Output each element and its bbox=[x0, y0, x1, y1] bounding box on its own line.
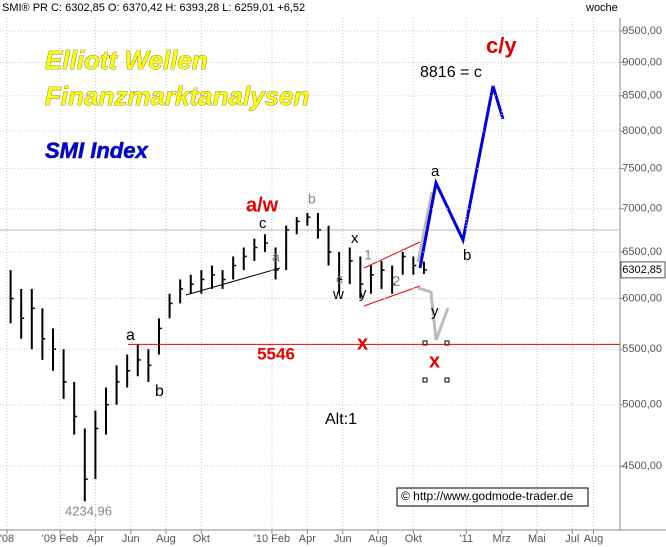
x-tick-label: Jun bbox=[334, 533, 352, 545]
x-tick-label: Jul bbox=[565, 533, 579, 545]
x-tick-label: '10 Feb bbox=[254, 533, 290, 545]
x-tick-label: Mai bbox=[528, 533, 546, 545]
x-tick-label: Mrz bbox=[493, 533, 511, 545]
annotation: a bbox=[272, 249, 280, 265]
header: SMI® PR C: 6302,85 O: 6370,42 H: 6393,28… bbox=[2, 2, 305, 14]
annotation: w bbox=[332, 286, 344, 303]
price-tag-box bbox=[620, 261, 666, 279]
channel-line bbox=[363, 241, 421, 269]
copyright: © http://www.godmode-trader.de bbox=[401, 489, 574, 503]
channel-line bbox=[363, 285, 421, 307]
annotation: b bbox=[463, 247, 471, 264]
annotation: b bbox=[155, 383, 164, 400]
y-tick-label: 7000,00 bbox=[622, 203, 662, 215]
annotation: Finanzmarktanalysen bbox=[45, 81, 309, 111]
x-tick-label: Okt bbox=[193, 533, 210, 545]
y-tick-label: 5500,00 bbox=[622, 343, 662, 355]
price-tag: 6302,85 bbox=[622, 264, 662, 276]
forecast-path bbox=[416, 191, 434, 263]
annotation: a bbox=[431, 163, 440, 180]
annotation: SMI Index bbox=[45, 138, 148, 163]
x-tick-label: Apr bbox=[87, 533, 104, 545]
annotation: c bbox=[259, 215, 267, 232]
period: woche bbox=[585, 2, 618, 14]
annotation: Elliott Wellen bbox=[45, 45, 208, 75]
y-tick-label: 9500,00 bbox=[622, 25, 662, 37]
x-tick-label: Aug bbox=[368, 533, 388, 545]
forecast-path bbox=[418, 85, 505, 269]
annotation: c bbox=[336, 271, 343, 287]
y-tick-label: 7500,00 bbox=[622, 163, 662, 175]
annotation: Alt:1 bbox=[325, 411, 357, 428]
y-tick-label: 4500,00 bbox=[622, 460, 662, 472]
y-tick-label: 5000,00 bbox=[622, 399, 662, 411]
annotation: b bbox=[308, 191, 316, 207]
annotation: 8816 = c bbox=[420, 64, 482, 81]
x-tick-label: '09 Feb bbox=[42, 533, 78, 545]
support-label: 5546 bbox=[257, 344, 295, 363]
forecast-path bbox=[417, 286, 450, 341]
annotation: x bbox=[429, 350, 440, 372]
x-tick-label: Aug bbox=[584, 533, 604, 545]
annotation: 2 bbox=[392, 273, 400, 290]
x-tick-label: Aug bbox=[156, 533, 176, 545]
copyright-box bbox=[396, 487, 589, 507]
x-tick-label: Okt bbox=[405, 533, 422, 545]
annotation: 4234,96 bbox=[65, 503, 112, 518]
annotation: c/y bbox=[486, 33, 517, 58]
annotation: y bbox=[431, 303, 439, 320]
x-tick-label: '11 bbox=[460, 533, 474, 545]
annotation: 1 bbox=[364, 247, 372, 263]
y-tick-label: 8000,00 bbox=[622, 125, 662, 137]
x-tick-label: '08 bbox=[0, 533, 14, 545]
y-tick-label: 8500,00 bbox=[622, 90, 662, 102]
annotation: x bbox=[357, 332, 368, 354]
annotation: a/w bbox=[246, 194, 279, 216]
x-tick-label: Jun bbox=[122, 533, 140, 545]
y-tick-label: 6000,00 bbox=[622, 292, 662, 304]
y-tick-label: 6500,00 bbox=[622, 246, 662, 258]
x-tick-label: Apr bbox=[299, 533, 316, 545]
annotation: x bbox=[351, 230, 359, 247]
annotation: a bbox=[126, 327, 135, 344]
annotation: y bbox=[359, 285, 367, 302]
markers bbox=[422, 340, 450, 383]
y-tick-label: 9000,00 bbox=[622, 56, 662, 68]
